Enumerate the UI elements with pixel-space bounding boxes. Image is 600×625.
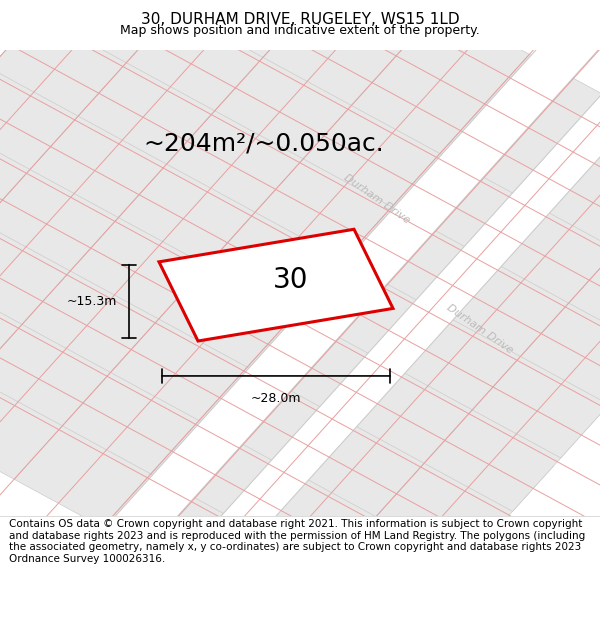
Polygon shape (480, 156, 600, 303)
Polygon shape (328, 471, 506, 618)
Polygon shape (199, 321, 377, 469)
Text: Durham Drive: Durham Drive (342, 173, 412, 226)
Polygon shape (118, 118, 296, 266)
Polygon shape (14, 380, 192, 528)
Polygon shape (126, 0, 304, 111)
Polygon shape (38, 0, 216, 62)
Polygon shape (384, 262, 562, 410)
Polygon shape (255, 113, 433, 261)
Polygon shape (0, 22, 119, 169)
Polygon shape (0, 231, 64, 378)
Polygon shape (30, 71, 208, 218)
Polygon shape (0, 129, 23, 276)
Polygon shape (263, 0, 441, 106)
Polygon shape (352, 6, 529, 154)
Text: ~15.3m: ~15.3m (67, 295, 117, 308)
Polygon shape (215, 12, 393, 159)
Polygon shape (86, 0, 264, 9)
Polygon shape (303, 59, 481, 207)
Polygon shape (158, 220, 337, 367)
Polygon shape (110, 273, 289, 421)
Polygon shape (376, 418, 554, 565)
Polygon shape (0, 332, 104, 479)
Polygon shape (344, 161, 521, 308)
Text: ~28.0m: ~28.0m (251, 392, 301, 405)
Polygon shape (335, 316, 514, 463)
Polygon shape (151, 375, 329, 522)
Polygon shape (0, 284, 15, 431)
Polygon shape (287, 369, 466, 517)
Polygon shape (22, 225, 200, 372)
Polygon shape (0, 0, 167, 116)
Polygon shape (569, 204, 600, 351)
Polygon shape (295, 214, 473, 362)
Polygon shape (440, 54, 600, 202)
Polygon shape (529, 102, 600, 249)
Polygon shape (392, 107, 569, 255)
Polygon shape (0, 279, 152, 426)
Polygon shape (103, 428, 281, 576)
Polygon shape (432, 209, 600, 356)
Polygon shape (239, 423, 417, 570)
Polygon shape (78, 17, 256, 164)
Polygon shape (175, 0, 352, 58)
Polygon shape (207, 166, 385, 314)
Polygon shape (167, 65, 344, 213)
Polygon shape (280, 524, 457, 625)
Text: 30: 30 (273, 266, 309, 294)
Polygon shape (0, 177, 112, 324)
Text: Map shows position and indicative extent of the property.: Map shows position and indicative extent… (120, 24, 480, 38)
Polygon shape (472, 311, 600, 458)
Polygon shape (159, 229, 393, 341)
Polygon shape (247, 268, 425, 415)
Polygon shape (0, 124, 160, 271)
Polygon shape (520, 258, 600, 404)
Text: Durham Drive: Durham Drive (445, 302, 515, 356)
Polygon shape (70, 172, 248, 319)
Text: Contains OS data © Crown copyright and database right 2021. This information is : Contains OS data © Crown copyright and d… (9, 519, 585, 564)
Polygon shape (191, 476, 369, 624)
Text: ~204m²/~0.050ac.: ~204m²/~0.050ac. (143, 131, 385, 155)
Polygon shape (62, 327, 240, 474)
Polygon shape (0, 76, 71, 223)
Polygon shape (424, 364, 600, 511)
Text: 30, DURHAM DRIVE, RUGELEY, WS15 1LD: 30, DURHAM DRIVE, RUGELEY, WS15 1LD (140, 12, 460, 28)
